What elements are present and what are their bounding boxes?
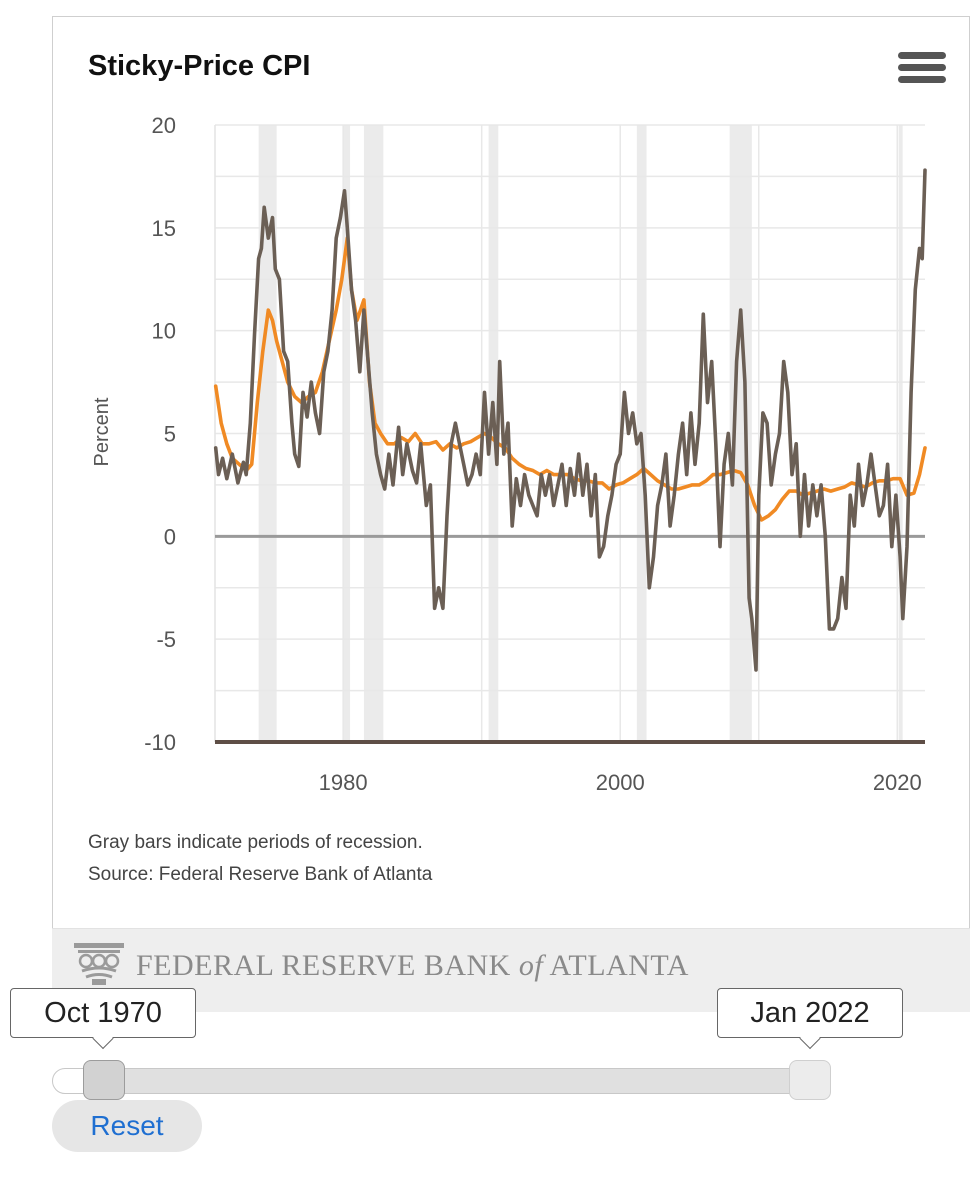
y-tick-label: 15: [152, 216, 176, 241]
logo-text-city: ATLANTA: [549, 949, 689, 982]
series-lines: [213, 168, 927, 672]
range-slider-track[interactable]: [52, 1068, 830, 1094]
range-slider-selection: [99, 1069, 829, 1093]
range-end-handle[interactable]: [789, 1060, 831, 1100]
range-end-label: Jan 2022: [717, 988, 903, 1038]
axes: 20 15 10 5 0 -5 -10 1980 2000 2020: [144, 113, 925, 795]
y-tick-label: 20: [152, 113, 176, 138]
range-start-handle[interactable]: [83, 1060, 125, 1100]
source-note: Source: Federal Reserve Bank of Atlanta: [88, 864, 433, 885]
x-tick-label: 2020: [873, 770, 922, 795]
footer-logo-text: FEDERAL RESERVE BANK of ATLANTA: [136, 949, 689, 983]
y-tick-label: -5: [156, 627, 176, 652]
y-tick-label: 0: [164, 524, 176, 549]
chart-title: Sticky-Price CPI: [88, 50, 311, 82]
gridlines: [214, 124, 925, 742]
x-tick-label: 2000: [596, 770, 645, 795]
federal-reserve-logo-icon: [74, 943, 124, 985]
series-line-sticky-price-1m: [213, 168, 927, 672]
y-tick-label: 10: [152, 319, 176, 344]
recession-note: Gray bars indicate periods of recession.: [88, 832, 423, 853]
chart-plot: 20 15 10 5 0 -5 -10 1980 2000 2020 Percent: [91, 113, 927, 795]
logo-text-of: of: [518, 949, 544, 982]
y-tick-label: -10: [144, 730, 176, 755]
y-axis-label: Percent: [91, 397, 113, 466]
y-tick-label: 5: [164, 422, 176, 447]
reset-button[interactable]: Reset: [52, 1100, 202, 1152]
x-tick-label: 1980: [319, 770, 368, 795]
logo-text-main: FEDERAL RESERVE BANK: [136, 949, 511, 982]
hamburger-menu-icon[interactable]: [898, 52, 946, 88]
range-start-label: Oct 1970: [10, 988, 196, 1038]
